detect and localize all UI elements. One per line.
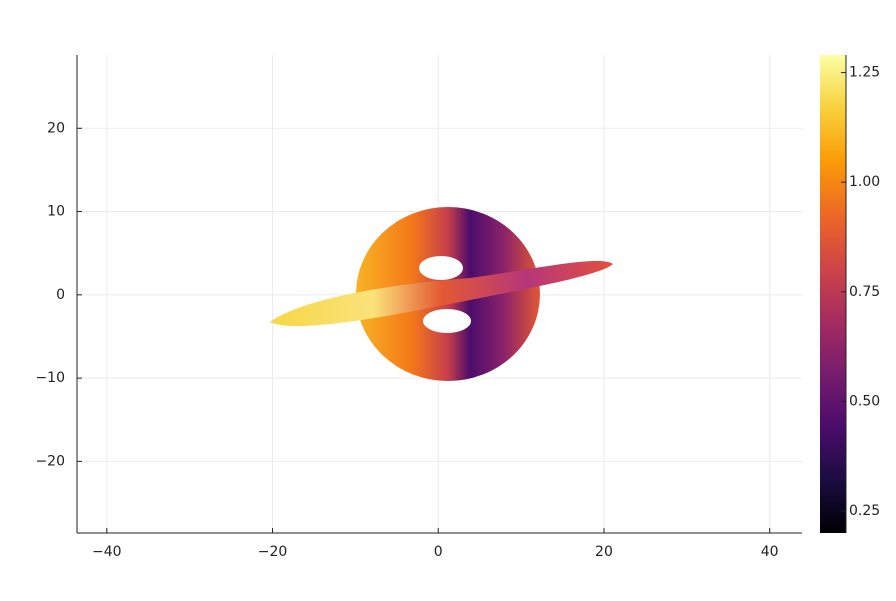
colorbar bbox=[820, 55, 846, 533]
colorbar-tick-label: 0.25 bbox=[849, 503, 880, 519]
y-tick-label: 0 bbox=[56, 287, 65, 303]
shadow bbox=[419, 256, 463, 280]
colorbar-tick-label: 1.25 bbox=[849, 65, 880, 81]
shadow bbox=[423, 309, 471, 333]
colorbar-tick-label: 0.75 bbox=[849, 284, 880, 300]
x-tick-label: −20 bbox=[258, 544, 288, 560]
x-tick-label: 40 bbox=[761, 544, 779, 560]
x-tick-label: 20 bbox=[595, 544, 613, 560]
page: {"chart_data": {"type": "heatmap", "xlim… bbox=[0, 0, 896, 601]
colorbar-tick-label: 1.00 bbox=[849, 174, 880, 190]
x-tick-label: 0 bbox=[434, 544, 443, 560]
x-tick-label: −40 bbox=[92, 544, 122, 560]
image bbox=[270, 207, 613, 381]
y-tick-label: −20 bbox=[35, 453, 65, 469]
y-tick-label: −10 bbox=[35, 370, 65, 386]
y-tick-label: 10 bbox=[47, 204, 65, 220]
colorbar-tick-label: 0.50 bbox=[849, 393, 880, 409]
y-tick-label: 20 bbox=[47, 120, 65, 136]
chart: −40 −20 0 20 40 −20 −10 0 10 20 0.25 0.50 0.75 1.00 1.… bbox=[0, 0, 896, 601]
